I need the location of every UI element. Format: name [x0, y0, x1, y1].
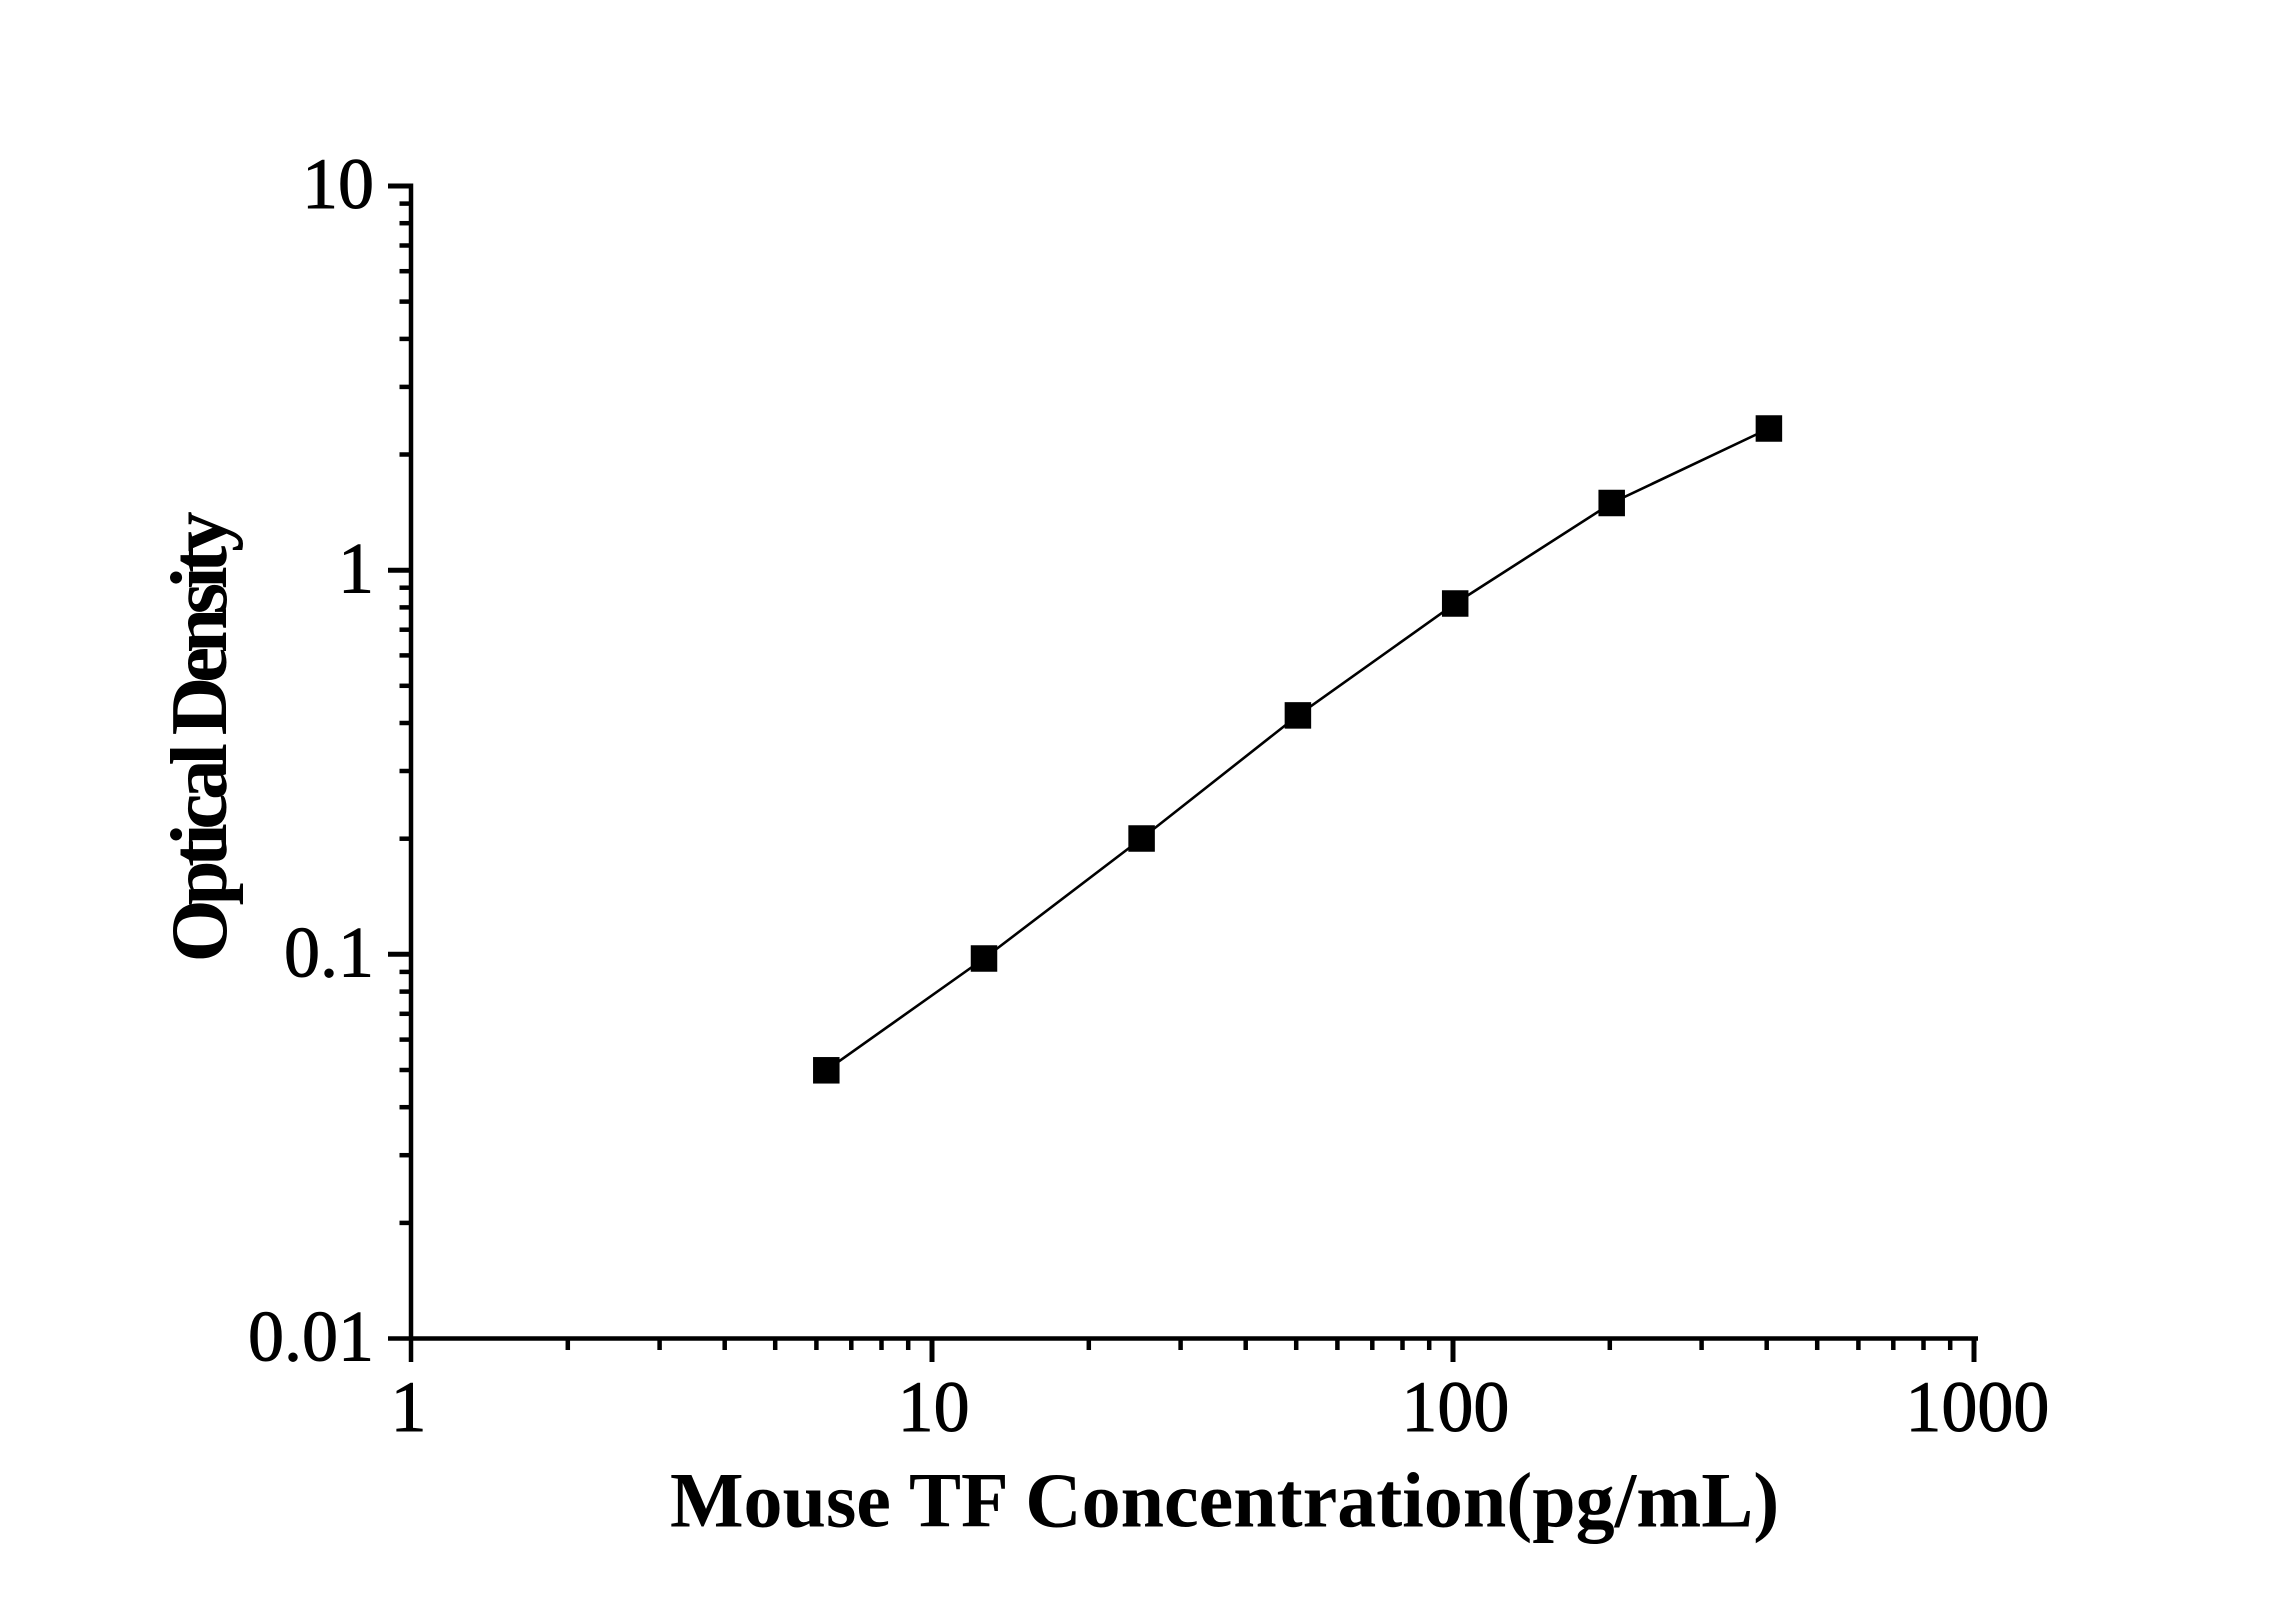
svg-text:Optical Density: Optical Density [154, 512, 244, 962]
svg-text:1: 1 [338, 528, 374, 608]
svg-text:10: 10 [898, 1367, 970, 1447]
svg-text:Mouse TF Concentration(pg/mL): Mouse TF Concentration(pg/mL) [670, 1457, 1779, 1544]
svg-text:1000: 1000 [1905, 1367, 2049, 1447]
svg-text:0.01: 0.01 [248, 1297, 374, 1377]
svg-text:100: 100 [1401, 1367, 1509, 1447]
svg-text:0.1: 0.1 [284, 912, 374, 992]
svg-text:10: 10 [302, 144, 374, 224]
svg-text:1: 1 [391, 1367, 427, 1447]
